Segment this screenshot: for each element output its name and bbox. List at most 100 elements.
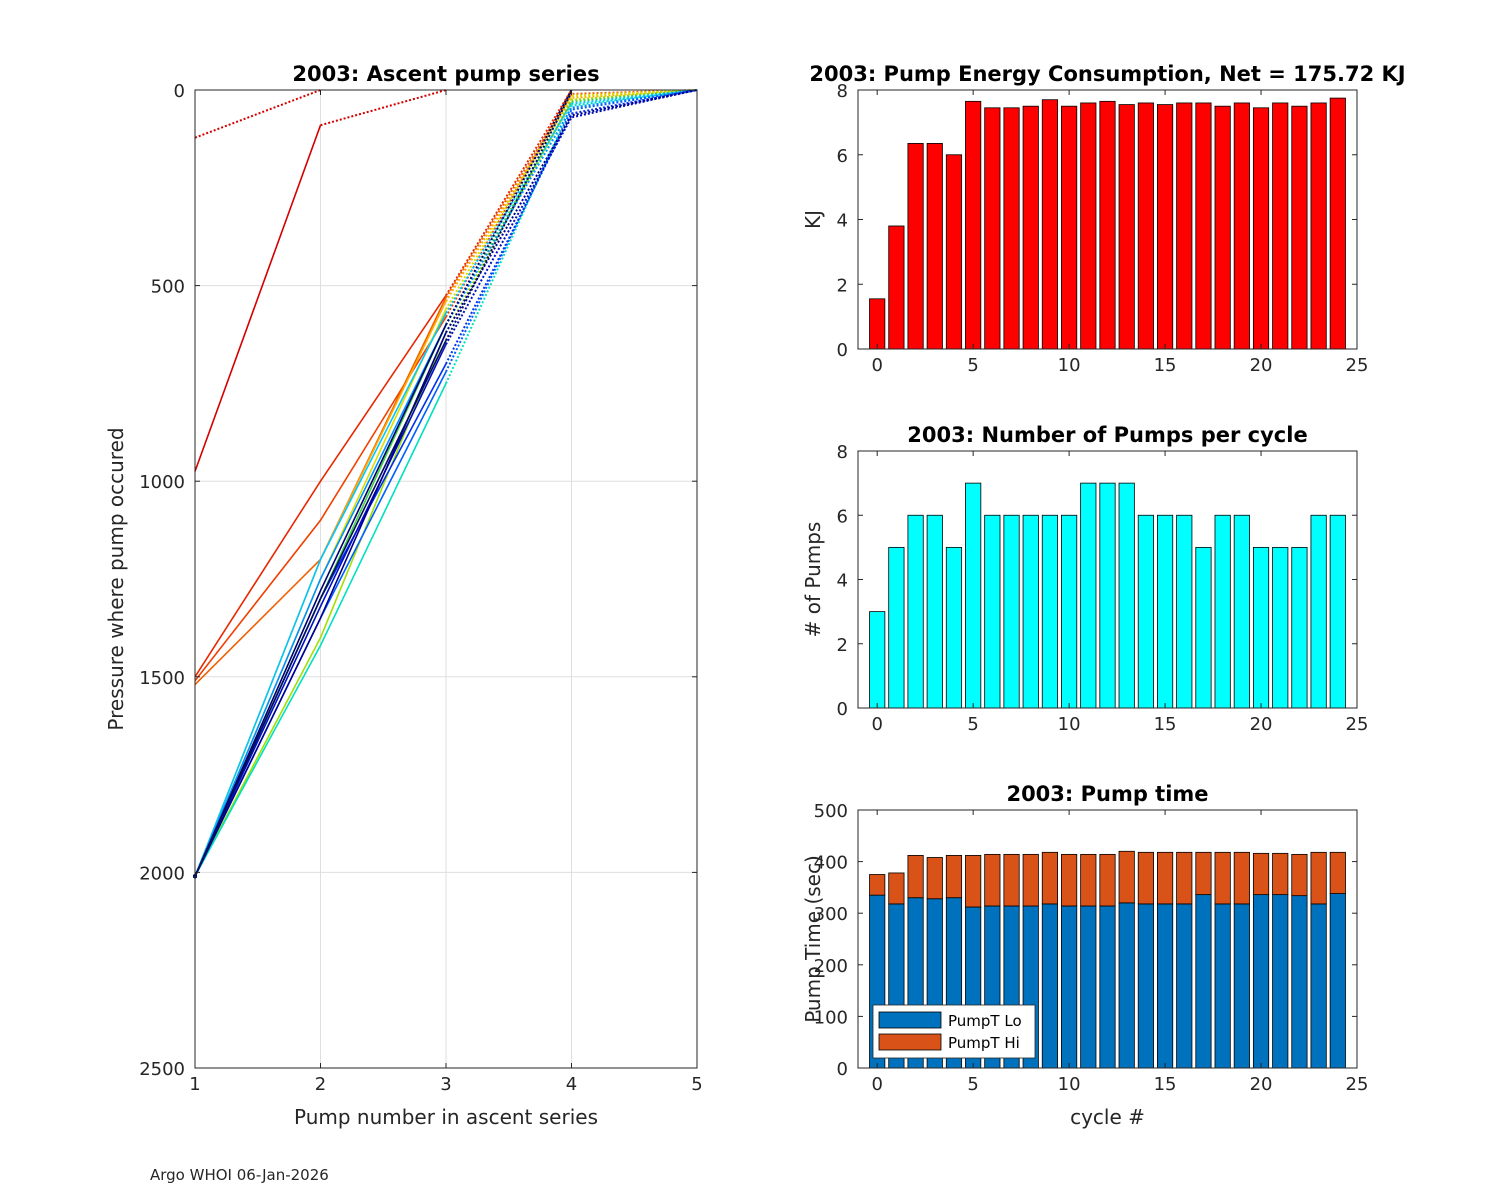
axes-pumps: 0 5 10 15 20 25 0 2 4 6 8 2003: Number of Pumps per… xyxy=(801,423,1368,735)
series-line-32 xyxy=(445,89,573,326)
bar-pumpt-hi-10 xyxy=(1061,853,1078,907)
bar-pumpt-hi-17 xyxy=(1195,851,1212,896)
x-tick-label: 15 xyxy=(1154,1074,1177,1095)
series-line-30 xyxy=(445,89,698,334)
x-tick-label: 0 xyxy=(871,714,882,735)
x-tick-label: 5 xyxy=(691,1074,702,1095)
bar-pumpt-lo-16 xyxy=(1176,903,1193,1069)
series-line-33 xyxy=(194,340,447,877)
x-tick-label: 25 xyxy=(1346,1074,1369,1095)
bar-pumps-24 xyxy=(1329,514,1346,709)
x-tick-label: 15 xyxy=(1154,355,1177,376)
series-line-24 xyxy=(445,89,698,373)
x-axis-label-ascent: Pump number in ascent series xyxy=(294,1105,598,1129)
chart-title-pumptime: 2003: Pump time xyxy=(1006,782,1208,806)
axes-ascent: 1 2 3 4 5 0 500 1000 1500 2000 2500 2003: Ascent pu… xyxy=(104,62,703,1129)
series-line-31 xyxy=(194,324,447,877)
bar-pumps-4 xyxy=(945,546,963,709)
x-tick-label: 5 xyxy=(967,1074,978,1095)
x-tick-label: 10 xyxy=(1058,714,1081,735)
bar-pumps-12 xyxy=(1099,482,1116,709)
series-line-20 xyxy=(445,89,698,314)
bar-pumpt-hi-3 xyxy=(926,857,943,900)
bar-energy-10 xyxy=(1061,105,1078,350)
bar-pumpt-hi-0 xyxy=(869,874,886,896)
y-axis-label-ascent: Pressure where pump occured xyxy=(104,427,128,730)
bar-pumps-13 xyxy=(1118,482,1135,709)
bar-energy-15 xyxy=(1157,104,1174,350)
y-tick-label: 2 xyxy=(837,275,848,296)
bar-pumps-11 xyxy=(1080,482,1097,709)
bar-pumps-22 xyxy=(1291,546,1308,709)
bar-pumpt-hi-5 xyxy=(965,855,982,908)
y-tick-label: 6 xyxy=(837,506,848,527)
bar-energy-5 xyxy=(965,100,982,350)
series-line-17 xyxy=(194,383,447,877)
y-tick-label: 2500 xyxy=(139,1059,185,1080)
series-line-3 xyxy=(194,294,447,678)
series-line-14 xyxy=(445,89,698,333)
bar-pumpt-hi-1 xyxy=(888,872,905,905)
legend-label-1: PumpT Hi xyxy=(948,1034,1020,1052)
bar-energy-8 xyxy=(1022,105,1039,350)
bar-pumpt-lo-12 xyxy=(1099,905,1116,1069)
y-tick-label: 2000 xyxy=(139,863,185,884)
y-axis-label-energy: KJ xyxy=(801,210,825,229)
legend-swatch-0 xyxy=(878,1011,942,1029)
chart-title-energy: 2003: Pump Energy Consumption, Net = 175… xyxy=(809,62,1405,86)
series-line-6 xyxy=(445,89,573,318)
x-tick-label: 5 xyxy=(967,355,978,376)
chart-title-ascent: 2003: Ascent pump series xyxy=(292,62,599,86)
bar-energy-1 xyxy=(888,225,905,350)
x-tick-label: 25 xyxy=(1346,714,1369,735)
y-tick-label: 0 xyxy=(174,81,185,102)
bar-pumps-5 xyxy=(965,482,982,709)
x-tick-label: 20 xyxy=(1250,714,1273,735)
x-tick-label: 10 xyxy=(1058,1074,1081,1095)
series-line-27 xyxy=(194,343,447,877)
bar-pumpt-lo-23 xyxy=(1310,903,1327,1069)
bar-energy-23 xyxy=(1310,102,1327,350)
bar-energy-7 xyxy=(1003,107,1020,350)
x-tick-label: 20 xyxy=(1250,1074,1273,1095)
bar-pumps-1 xyxy=(888,546,905,709)
bar-energy-11 xyxy=(1080,102,1097,350)
y-tick-label: 200 xyxy=(814,956,848,977)
bar-pumpt-lo-24 xyxy=(1329,893,1346,1069)
bar-energy-3 xyxy=(926,143,943,350)
y-tick-label: 6 xyxy=(837,146,848,167)
bar-energy-20 xyxy=(1252,107,1270,350)
bar-pumps-18 xyxy=(1214,514,1231,709)
x-tick-label: 25 xyxy=(1346,355,1369,376)
x-tick-label: 1 xyxy=(189,1074,200,1095)
bar-energy-18 xyxy=(1214,105,1231,350)
series-line-1 xyxy=(194,124,322,472)
x-tick-label: 2 xyxy=(315,1074,326,1095)
bar-pumps-16 xyxy=(1176,514,1193,709)
bar-pumpt-lo-13 xyxy=(1118,902,1135,1069)
series-line-21 xyxy=(194,324,447,877)
bar-pumpt-lo-19 xyxy=(1233,903,1250,1069)
bar-pumps-2 xyxy=(907,514,924,709)
bar-pumpt-hi-20 xyxy=(1252,852,1270,896)
bar-pumpt-hi-8 xyxy=(1022,853,1039,907)
bar-pumpt-hi-11 xyxy=(1080,853,1097,907)
bar-pumpt-lo-17 xyxy=(1195,894,1212,1069)
bar-energy-13 xyxy=(1118,104,1135,350)
bar-energy-24 xyxy=(1329,97,1346,350)
bar-energy-22 xyxy=(1291,105,1308,350)
bar-pumpt-lo-9 xyxy=(1041,903,1058,1069)
bar-pumps-23 xyxy=(1310,514,1327,709)
y-tick-label: 0 xyxy=(837,1059,848,1080)
bar-pumps-20 xyxy=(1252,546,1270,709)
bar-pumps-14 xyxy=(1137,514,1154,709)
y-tick-label: 1000 xyxy=(139,472,185,493)
bar-pumpt-hi-9 xyxy=(1041,851,1058,905)
legend-swatch-1 xyxy=(878,1033,942,1051)
bar-pumpt-lo-21 xyxy=(1272,894,1289,1069)
bar-pumpt-hi-13 xyxy=(1118,850,1135,904)
bar-energy-4 xyxy=(945,154,963,350)
bar-pumpt-lo-20 xyxy=(1252,894,1270,1069)
chart-title-pumps: 2003: Number of Pumps per cycle xyxy=(907,423,1307,447)
